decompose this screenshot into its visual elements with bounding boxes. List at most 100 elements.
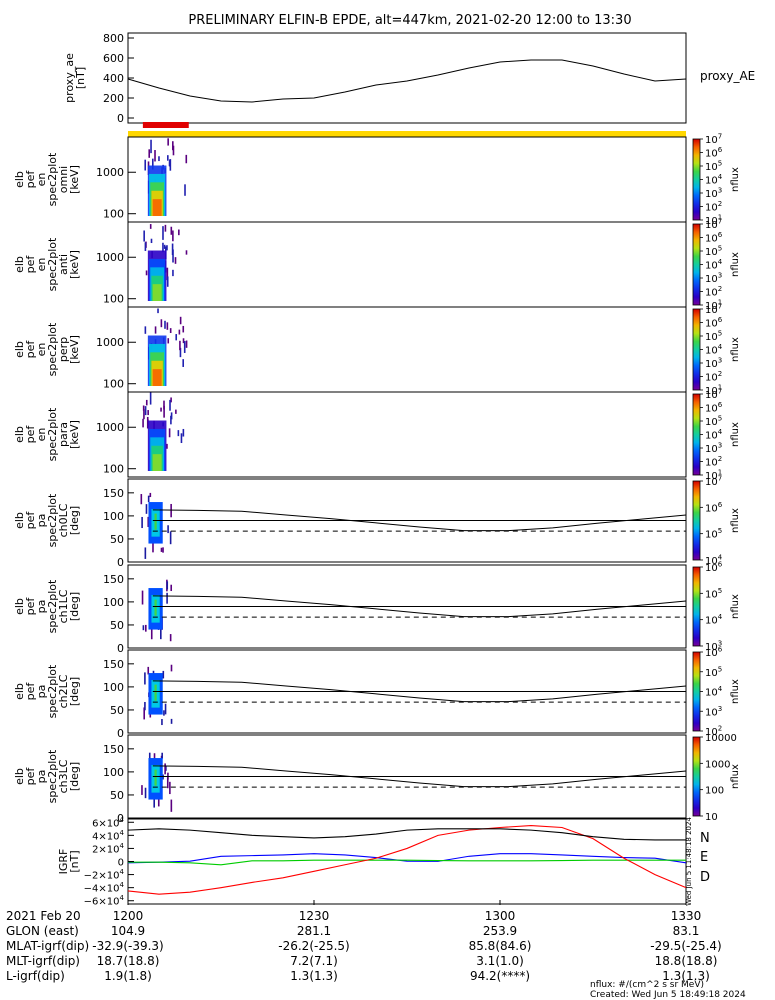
pa-colorbar <box>692 480 701 561</box>
igrf-ytick-label: 2×104 <box>92 842 124 856</box>
proxy-ae-ytick-label: 400 <box>103 72 124 85</box>
spectra-streak <box>174 257 177 264</box>
ephemeris-value: 1.3(1.3) <box>662 969 710 983</box>
pa-ylabel: pef <box>24 511 37 530</box>
proxy-ae-ytick-label: 0 <box>117 112 124 125</box>
igrf-N-line <box>127 853 687 864</box>
spectra-streak <box>166 245 168 251</box>
spectra-streak <box>149 224 152 229</box>
spectra-streak <box>163 244 166 249</box>
colorbar-tick-label: 10000 <box>705 733 737 744</box>
igrf-ylabel: [nT] <box>68 850 81 872</box>
colorbar-tick-label: 104 <box>705 554 723 568</box>
pa-ylabel: ch1LC <box>57 589 70 623</box>
pa-streak <box>166 776 169 789</box>
x-axis-labels: 2021 Feb 20 1200 1230 1300 1330 GLON (east) 10… <box>6 900 722 983</box>
pa-ylabel: pef <box>24 767 37 786</box>
ephemeris-value: 1230 <box>299 909 330 923</box>
spectra-ylabel: en <box>35 258 48 272</box>
colorbar-tick-label: 105 <box>705 330 722 344</box>
pa-ytick-label: 50 <box>110 533 124 546</box>
pa-streak <box>147 495 150 503</box>
spectra-ylabel: [keV] <box>68 165 81 194</box>
ephemeris-value: 281.1 <box>297 924 331 938</box>
pa-streak <box>164 703 167 715</box>
spectra-streak <box>182 338 185 344</box>
ephemeris-value: 1.3(1.3) <box>290 969 338 983</box>
spectra-streak <box>169 399 171 411</box>
colorbar-tick-label: 105 <box>705 415 722 429</box>
spectra-streak <box>163 400 165 410</box>
colorbar-tick-label: 104 <box>705 428 723 442</box>
spectra-streak <box>175 409 177 414</box>
pa-streak <box>150 628 153 640</box>
colorbar-tick-label: 106 <box>705 646 723 660</box>
pa-ytick-label: 100 <box>103 510 124 523</box>
data-availability-bars <box>128 122 686 137</box>
spectra-streak <box>166 267 169 281</box>
colorbar-tick-label: 103 <box>705 442 722 456</box>
spectra-streak <box>164 320 166 329</box>
pa-ylabel: pa <box>35 685 48 699</box>
pa-streak <box>149 712 152 718</box>
pa-streak <box>145 504 148 514</box>
pa-blob-core <box>154 684 157 701</box>
colorbar-tick-label: 102 <box>705 455 722 469</box>
pa-ylabel: elb <box>13 598 26 615</box>
ephemeris-value: 18.7(18.8) <box>97 954 160 968</box>
pa-ytick-label: 150 <box>103 658 124 671</box>
pa-streak <box>149 492 152 498</box>
spectra-streak <box>163 405 165 418</box>
colorbar-tick-label: 103 <box>705 705 722 719</box>
spectra-streak <box>142 405 145 411</box>
ephemeris-row-label: 2021 Feb 20 <box>6 909 81 923</box>
spectra-ytick-label: 100 <box>103 293 124 306</box>
pa-ylabel: pef <box>24 597 37 616</box>
figure-title: PRELIMINARY ELFIN-B EPDE, alt=447km, 202… <box>188 13 631 28</box>
pa-streak <box>164 763 166 775</box>
spectra-streak <box>166 443 168 449</box>
pa-streak <box>147 666 150 675</box>
pa-streak <box>153 797 155 808</box>
colorbar-tick-label: 101 <box>705 214 722 228</box>
spectra-ylabel: pef <box>24 170 37 189</box>
spectra-ylabel: en <box>35 173 48 187</box>
pa-blob-core <box>154 769 157 786</box>
pa-ylabel: ch3LC <box>57 759 70 793</box>
spectra-blob <box>152 369 162 386</box>
proxy-ae-ylabel: proxy_ae <box>63 53 76 103</box>
spectra-streak <box>175 334 178 341</box>
pa-ylabel: pa <box>35 600 48 614</box>
igrf-ytick-label: 4×104 <box>92 829 124 843</box>
pa-streak <box>170 503 172 518</box>
pa-blob-core <box>154 599 157 616</box>
proxy-ae-line <box>127 59 687 103</box>
spectra-streak <box>171 243 174 256</box>
pa-streak <box>161 719 163 726</box>
pa-ylabel: ch0LC <box>57 503 70 537</box>
pa-streak <box>141 516 143 529</box>
colorbar-tick-label: 104 <box>705 685 723 699</box>
spectra-ytick-label: 100 <box>103 208 124 221</box>
spectra-ylabel: elb <box>13 256 26 273</box>
spectra-streak <box>148 149 151 158</box>
colorbar-tick-label: 103 <box>705 640 722 654</box>
colorbar-tick-label: 103 <box>705 272 722 286</box>
pa-ylabel: [deg] <box>68 762 81 791</box>
pa-streak <box>163 710 165 716</box>
colorbar-label: nflux <box>730 422 741 447</box>
spectra-streak <box>170 415 172 425</box>
pa-colorbar <box>692 651 701 732</box>
ephemeris-value: -32.9(-39.3) <box>92 939 163 953</box>
proxy-ae-panel: 0 200 400 600 800 proxy_ae[nT] proxy_AE <box>63 32 755 125</box>
pa-ytick-label: 50 <box>110 619 124 632</box>
spectra-streak <box>184 184 186 196</box>
igrf-ylabel: IGRF <box>57 849 70 875</box>
spectra-streak <box>144 242 147 251</box>
spectra-ylabel: pef <box>24 425 37 444</box>
spectra-streak <box>179 340 181 351</box>
spectra-streak <box>178 229 180 236</box>
colorbar-tick-label: 107 <box>705 303 722 317</box>
pa-colorbar <box>692 566 701 647</box>
pitch-angle-panels: 050100150elbpefpaspec2plotch0LC[deg]1041… <box>13 475 741 826</box>
